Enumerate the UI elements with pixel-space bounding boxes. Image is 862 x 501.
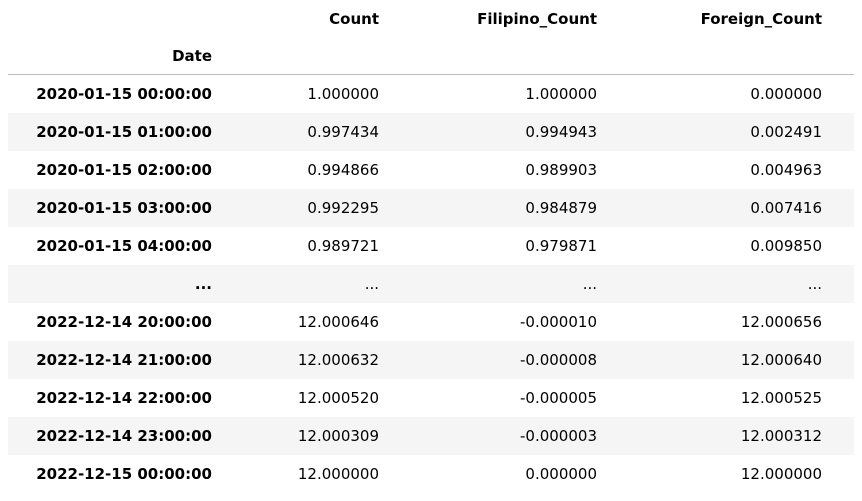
table-cell: 0.004963: [750, 160, 822, 179]
table-cell: 12.000520: [297, 388, 379, 407]
table-cell: 0.992295: [307, 198, 379, 217]
column-header-foreign-count: Foreign_Count: [700, 9, 822, 28]
table-cell: 12.000000: [740, 464, 822, 483]
table-row: 2020-01-15 03:00:00 0.992295 0.984879 0.007…: [8, 188, 854, 227]
table-row: ............: [8, 264, 854, 303]
table-row: 2022-12-14 22:00:00 12.000520 -0.000005 12.…: [8, 379, 854, 417]
dataframe-table: Count Filipino_Count Foreign_Count Date …: [8, 0, 854, 493]
column-header-row: Count Filipino_Count Foreign_Count: [8, 0, 854, 37]
table-cell: 12.000309: [297, 426, 379, 445]
row-index-cell: 2022-12-14 20:00:00: [36, 312, 212, 331]
row-index-cell: 2020-01-15 02:00:00: [36, 160, 212, 179]
table-cell: 1.000000: [307, 84, 379, 103]
table-cell: 0.984879: [525, 198, 597, 217]
column-header-filipino-count: Filipino_Count: [477, 9, 597, 28]
row-index-cell: ...: [194, 274, 212, 293]
row-index-cell: 2020-01-15 03:00:00: [36, 198, 212, 217]
table-row: 2022-12-15 00:00:00 12.000000 0.000000 12.0…: [8, 455, 854, 493]
table-cell: 0.000000: [750, 84, 822, 103]
table-cell: 0.989721: [307, 236, 379, 255]
table-cell: 1.000000: [525, 84, 597, 103]
row-index-cell: 2020-01-15 01:00:00: [36, 122, 212, 141]
table-row: 2020-01-15 02:00:00 0.994866 0.989903 0.004…: [8, 151, 854, 189]
table-cell: 0.989903: [525, 160, 597, 179]
table-cell: ...: [807, 274, 822, 293]
table-cell: 0.994943: [525, 122, 597, 141]
row-index-cell: 2022-12-14 22:00:00: [36, 388, 212, 407]
table-cell: -0.000008: [520, 350, 597, 369]
row-index-cell: 2022-12-14 21:00:00: [36, 350, 212, 369]
table-cell: 0.997434: [307, 122, 379, 141]
table-row: 2020-01-15 00:00:00 1.000000 1.000000 0.000…: [8, 75, 854, 113]
table-cell: ...: [582, 274, 597, 293]
table-row: 2022-12-14 23:00:00 12.000309 -0.000003 12.…: [8, 416, 854, 455]
index-corner-cell: [8, 0, 216, 37]
table-cell: 0.979871: [525, 236, 597, 255]
table-row: 2020-01-15 04:00:00 0.989721 0.979871 0.009…: [8, 227, 854, 265]
row-index-cell: 2020-01-15 04:00:00: [36, 236, 212, 255]
table-row: 2022-12-14 20:00:00 12.000646 -0.000010 12.…: [8, 303, 854, 341]
table-cell: 12.000632: [297, 350, 379, 369]
table-cell: -0.000005: [520, 388, 597, 407]
table-cell: ...: [364, 274, 379, 293]
table-cell: 0.002491: [750, 122, 822, 141]
table-cell: 0.000000: [525, 464, 597, 483]
table-cell: -0.000003: [520, 426, 597, 445]
table-cell: 12.000656: [740, 312, 822, 331]
table-row: 2020-01-15 01:00:00 0.997434 0.994943 0.002…: [8, 112, 854, 151]
table-cell: 0.994866: [307, 160, 379, 179]
table-cell: 12.000312: [740, 426, 822, 445]
table-cell: -0.000010: [520, 312, 597, 331]
index-name: Date: [8, 37, 216, 75]
row-index-cell: 2022-12-15 00:00:00: [36, 464, 212, 483]
table-cell: 0.009850: [750, 236, 822, 255]
table-cell: 12.000640: [740, 350, 822, 369]
table-cell: 0.007416: [750, 198, 822, 217]
table-body: 2020-01-15 00:00:00 1.000000 1.000000 0.000…: [8, 75, 854, 493]
table-cell: 12.000525: [740, 388, 822, 407]
column-header-count: Count: [329, 9, 379, 28]
table-row: 2022-12-14 21:00:00 12.000632 -0.000008 12.…: [8, 340, 854, 379]
table-cell: 12.000646: [297, 312, 379, 331]
row-index-cell: 2022-12-14 23:00:00: [36, 426, 212, 445]
table-cell: 12.000000: [297, 464, 379, 483]
index-name-row: Date: [8, 37, 854, 75]
row-index-cell: 2020-01-15 00:00:00: [36, 84, 212, 103]
